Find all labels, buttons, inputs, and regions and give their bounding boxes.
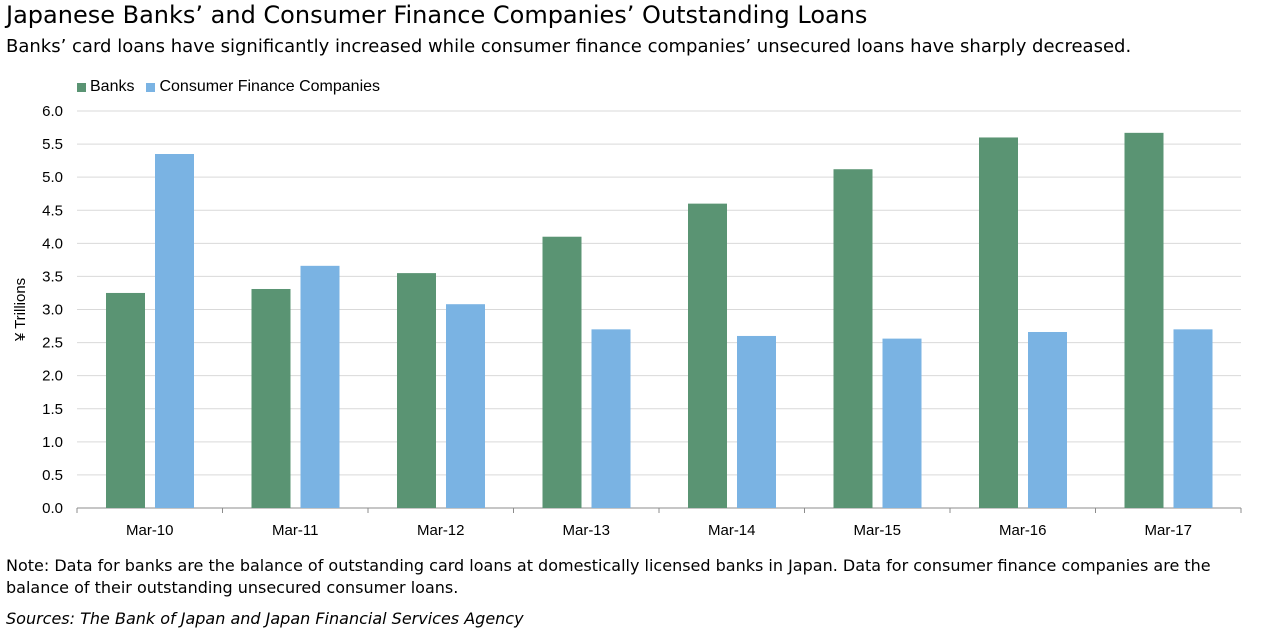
legend-label-banks: Banks [90, 78, 135, 95]
x-tick-label: Mar-17 [1144, 522, 1192, 539]
y-tick-label: 3.0 [42, 302, 63, 319]
x-tick-label: Mar-10 [126, 522, 174, 539]
y-tick-label: 2.0 [42, 368, 63, 385]
x-tick-label: Mar-15 [853, 522, 901, 539]
y-tick-label: 6.0 [42, 103, 63, 120]
y-tick-label: 2.5 [42, 335, 63, 352]
y-tick-label: 5.0 [42, 169, 63, 186]
x-tick-label: Mar-16 [999, 522, 1047, 539]
chart-title: Japanese Banks’ and Consumer Finance Com… [6, 1, 868, 29]
y-tick-label: 0.5 [42, 467, 63, 484]
bar-consumer-finance [1028, 331, 1067, 508]
bar-banks [397, 273, 436, 508]
bar-consumer-finance [300, 265, 340, 508]
legend-label-consumer-finance: Consumer Finance Companies [159, 78, 381, 95]
chart-subtitle: Banks’ card loans have significantly inc… [6, 36, 1132, 57]
bar-consumer-finance [882, 338, 922, 508]
bar-banks [688, 203, 727, 508]
y-tick-label: 4.0 [42, 235, 63, 252]
y-tick-label: 1.5 [42, 401, 63, 418]
bar-banks [979, 137, 1018, 508]
bar-banks [833, 169, 873, 508]
bar-chart: 0.0 0.5 1.0 1.5 2.0 2.5 3.0 3.5 4.0 4.5 5.0 5.5 6.0 ¥… [12, 103, 1242, 539]
bar-banks [1124, 132, 1164, 508]
bar-banks [251, 288, 291, 508]
x-tick-label: Mar-13 [562, 522, 610, 539]
chart-note: Note: Data for banks are the balance of … [6, 556, 1211, 597]
y-tick-label: 4.5 [42, 202, 63, 219]
x-tick-label: Mar-12 [417, 522, 465, 539]
bar-banks [542, 236, 582, 508]
bar-consumer-finance [155, 154, 194, 508]
legend-swatch-banks [77, 82, 86, 92]
y-tick-label: 1.0 [42, 434, 63, 451]
y-tick-label: 0.0 [42, 500, 63, 517]
bar-consumer-finance [1173, 329, 1213, 508]
y-axis-title: ¥ Trillions [12, 278, 29, 342]
bar-consumer-finance [737, 335, 776, 508]
chart-sources: Sources: The Bank of Japan and Japan Fin… [6, 609, 524, 628]
bar-consumer-finance [591, 329, 631, 508]
bar-consumer-finance [446, 304, 485, 508]
x-tick-label: Mar-14 [708, 522, 756, 539]
legend-swatch-consumer-finance [146, 82, 156, 92]
y-tick-label: 5.5 [42, 136, 63, 153]
chart-legend: Banks Consumer Finance Companies [77, 77, 392, 97]
x-tick-label: Mar-11 [272, 522, 318, 539]
legend-item-banks: Banks [77, 77, 134, 97]
bar-banks [106, 292, 145, 508]
y-tick-label: 3.5 [42, 268, 63, 285]
legend-item-consumer-finance: Consumer Finance Companies [146, 77, 380, 97]
